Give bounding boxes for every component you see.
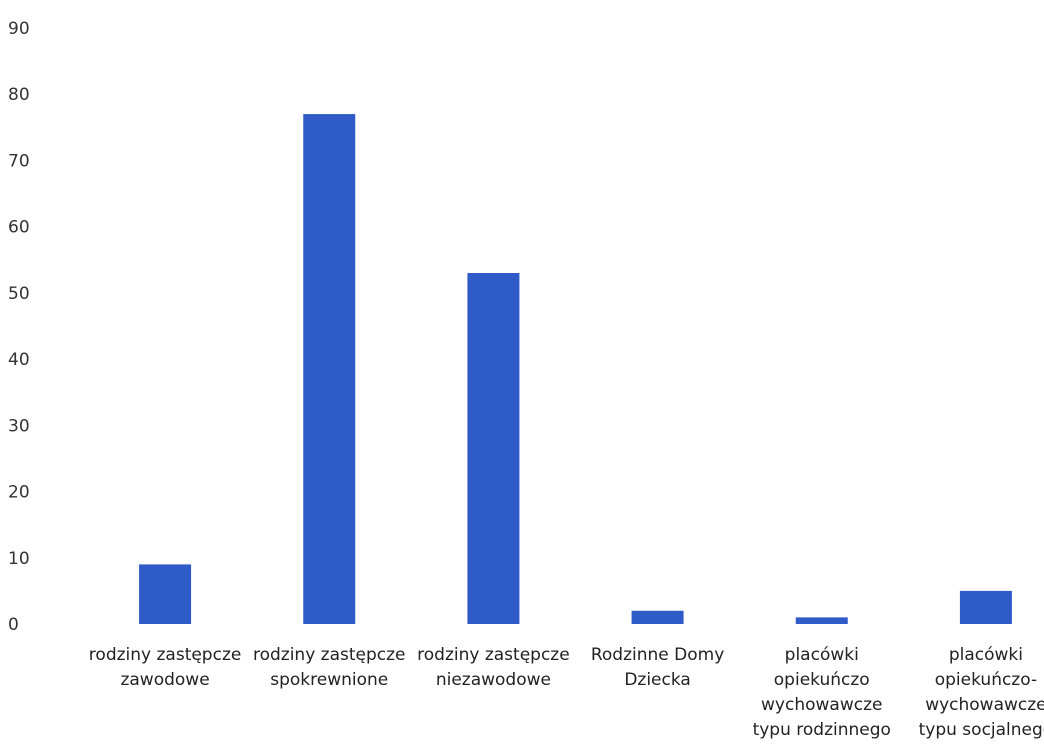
y-tick-label: 50: [8, 284, 30, 304]
x-tick-label-line: typu rodzinnego: [753, 720, 891, 740]
x-tick-label-line: rodziny zastępcze: [253, 645, 406, 665]
y-tick-label: 80: [8, 85, 30, 105]
x-tick-label-line: Rodzinne Domy: [591, 645, 724, 665]
y-tick-label: 10: [8, 549, 30, 569]
x-tick-label: placówki opiekuńczo-wychowawcze typu socja…: [919, 645, 1044, 740]
y-tick-label: 40: [8, 350, 30, 370]
x-tick-label-line: opiekuńczo: [774, 670, 870, 690]
bar: [631, 610, 684, 624]
bar: [467, 273, 520, 624]
x-tick-label-line: placówki: [949, 645, 1023, 665]
y-tick-label: 0: [8, 615, 19, 635]
x-tick-label-line: wychowawcze: [761, 695, 882, 715]
y-tick-label: 70: [8, 151, 30, 171]
x-tick-label-line: opiekuńczo-: [935, 670, 1037, 690]
y-tick-label: 30: [8, 416, 30, 436]
y-axis-ticks: 0 10 20 30 40 50 60 70 80 90: [8, 19, 30, 635]
x-tick-label-line: placówki: [785, 645, 859, 665]
x-tick-label-line: spokrewnione: [270, 670, 388, 690]
bar: [139, 564, 192, 624]
x-tick-label-line: typu socjalnego: [919, 720, 1044, 740]
x-tick-label-line: Dziecka: [624, 670, 691, 690]
x-tick-label-line: zawodowe: [120, 670, 209, 690]
x-tick-label-line: niezawodowe: [436, 670, 551, 690]
bar: [303, 114, 356, 624]
x-tick-label: rodziny zastępcze zawodowe: [89, 645, 242, 690]
x-tick-label: rodziny zastępcze niezawodowe: [417, 645, 570, 690]
bar: [959, 590, 1012, 624]
x-tick-label: placówki opiekuńczo wychowawcze typu rodzin…: [753, 645, 891, 740]
y-tick-label: 90: [8, 19, 30, 39]
x-tick-label-line: rodziny zastępcze: [89, 645, 242, 665]
y-tick-label: 60: [8, 218, 30, 238]
x-tick-label: Rodzinne Domy Dziecka: [591, 645, 724, 690]
x-tick-label: rodziny zastępcze spokrewnione: [253, 645, 406, 690]
x-tick-label-line: wychowawcze: [925, 695, 1044, 715]
bar: [795, 617, 848, 624]
bars: [139, 114, 1012, 624]
y-tick-label: 20: [8, 483, 30, 503]
x-tick-label-line: rodziny zastępcze: [417, 645, 570, 665]
